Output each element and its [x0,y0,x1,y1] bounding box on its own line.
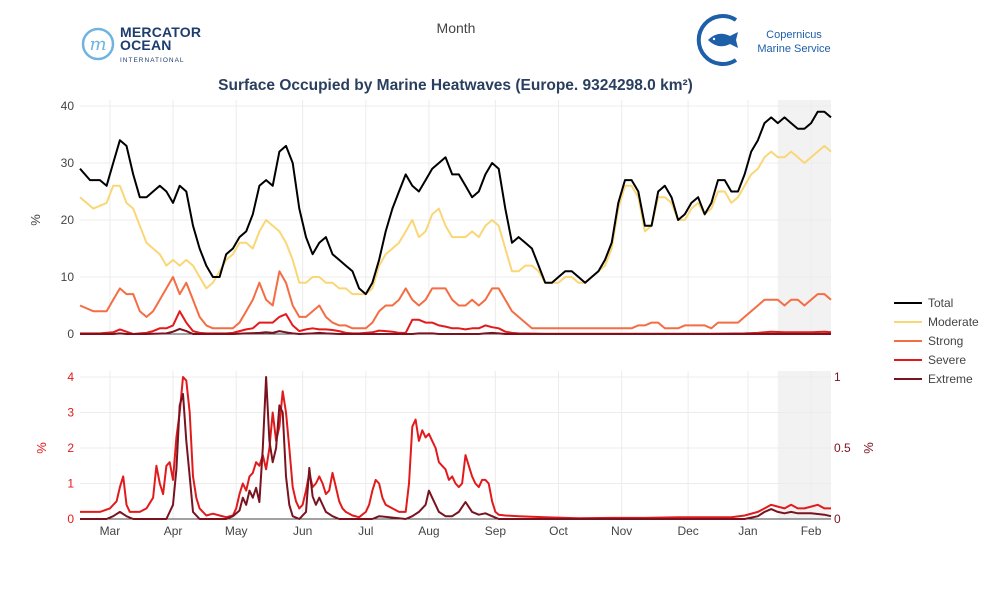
bottom-left-ytick-label-1: 1 [67,477,74,491]
bottom-right-ytick-label-2: 1 [834,370,841,384]
xtick-label-aug: Aug [418,524,439,538]
bottom-series-severe [80,376,831,520]
copernicus-line-2: Marine Service [757,43,831,55]
top-series-total [79,110,832,296]
mercator-ocean-logo: m MERCATOR OCEAN INTERNATIONAL [80,24,210,64]
top-series-strong [79,270,832,330]
xtick-label-feb: Feb [801,524,822,538]
bottom-right-ytick-label-0: 0 [834,512,841,526]
xtick-label-jul: Jul [358,524,373,538]
highlight-band-top [777,100,831,334]
copernicus-fish-icon [696,14,738,66]
top-ytick-label-1: 10 [61,270,75,284]
mercator-ocean-logo-icon: m [81,27,115,61]
xtick-label-oct: Oct [549,524,568,538]
legend-label-extreme: Extreme [928,372,973,386]
copernicus-line-1: Copernicus [766,29,822,41]
xtick-label-dec: Dec [677,524,698,538]
top-ytick-label-3: 30 [61,156,75,170]
top-label: Month [436,20,476,36]
xtick-label-jan: Jan [738,524,757,538]
xtick-label-nov: Nov [611,524,632,538]
top-ylabel: % [28,214,43,226]
logo-line-1: MERCATOR [120,24,202,40]
highlight-band-bottom [777,371,831,519]
copernicus-logo: Copernicus Marine Service [696,12,836,68]
bottom-left-ytick-label-4: 4 [67,370,74,384]
top-ytick-label-2: 20 [61,213,75,227]
xtick-label-sep: Sep [485,524,507,538]
top-ytick-label-4: 40 [61,99,75,113]
logo-line-2: OCEAN [120,37,172,53]
legend-label-severe: Severe [928,353,966,367]
bottom-left-ylabel: % [34,442,49,454]
logo-line-3: INTERNATIONAL [120,57,185,64]
top-ytick-label-0: 0 [67,327,74,341]
bottom-left-ytick-label-2: 2 [67,441,74,455]
bottom-right-ytick-label-1: 0.5 [834,441,851,455]
legend-label-strong: Strong [928,334,963,348]
legend-label-moderate: Moderate [928,315,979,329]
bottom-right-ylabel: % [861,442,876,454]
top-series-extreme [80,327,831,335]
bottom-series-extreme [80,376,832,520]
xtick-label-may: May [225,524,248,538]
chart-title: Surface Occupied by Marine Heatwaves (Eu… [218,77,693,94]
svg-text:m: m [89,34,106,55]
legend-label-total: Total [928,296,953,310]
xtick-label-apr: Apr [164,524,183,538]
xtick-label-jun: Jun [293,524,312,538]
bottom-left-ytick-label-3: 3 [67,406,74,420]
xtick-label-mar: Mar [100,524,121,538]
bottom-left-ytick-label-0: 0 [67,512,74,526]
